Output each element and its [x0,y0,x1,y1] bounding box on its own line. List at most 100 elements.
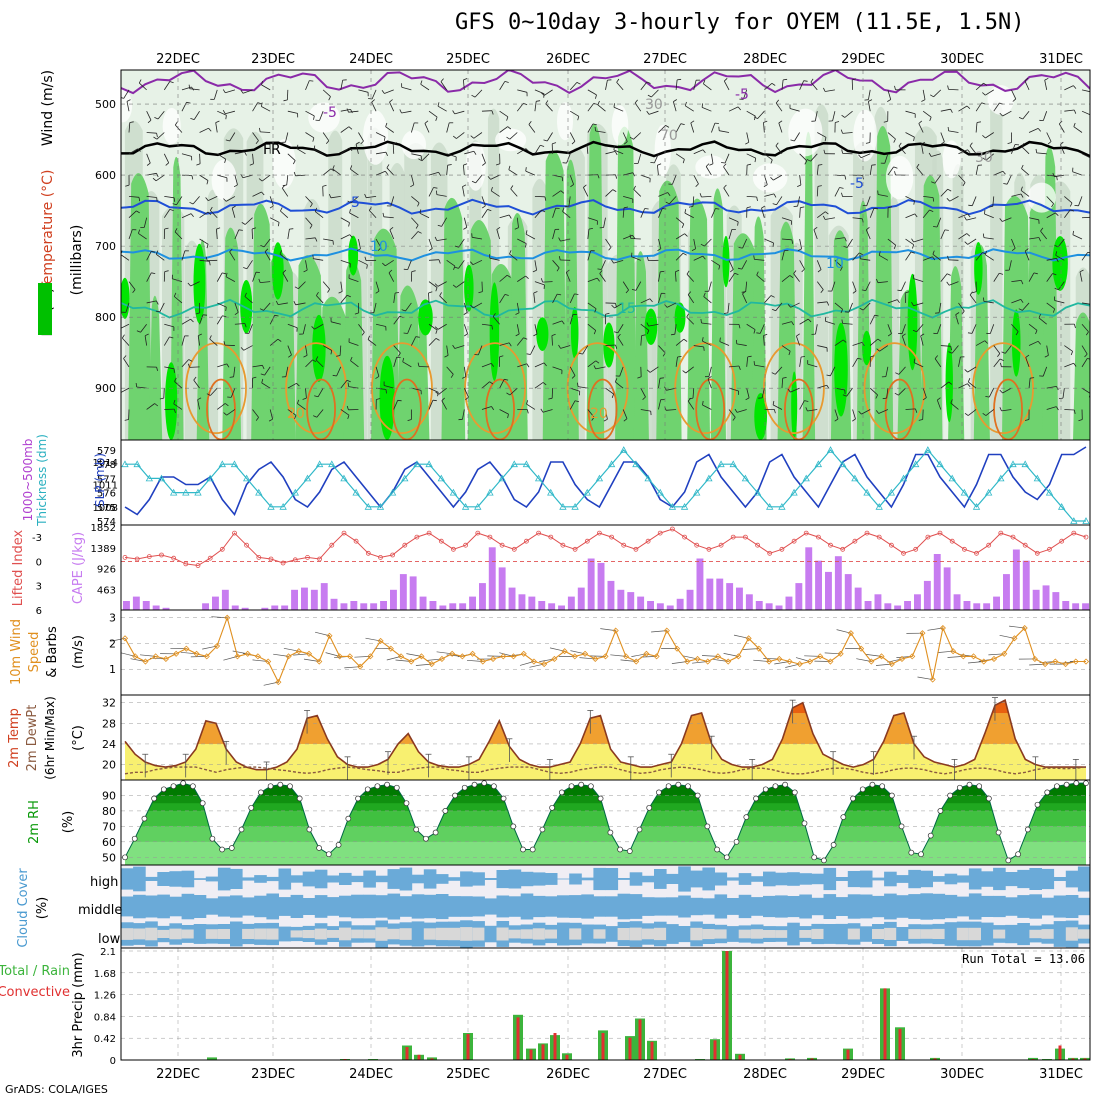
wind-barb [472,259,483,266]
wind-marker [530,658,538,665]
wind-barb-flag [292,160,296,165]
wind-barb-flag [1055,251,1058,256]
page-title: GFS 0~10day 3-hourly for OYEM (11.5E, 1.… [455,10,1025,35]
wind-barb [1054,174,1065,178]
wind-barb-flag [206,393,211,396]
rh-marker [471,781,478,788]
wind-barb [583,187,589,197]
wind-barb [146,196,157,198]
rh-marker [578,781,585,788]
wind-barb [499,342,510,346]
wind-barb-flag [577,382,579,387]
wind-barb [410,122,415,133]
wind-barb-flag [737,267,742,270]
contour-label: 30 [975,150,993,166]
rh-green-plume [251,203,273,440]
thickness-marker [1045,488,1054,496]
wind-barb-flag [875,410,880,414]
wind-barb [640,335,642,346]
wind-barb [622,207,625,218]
wind-barb [666,409,677,411]
wind-barb [922,89,926,100]
cloud-bar [944,922,958,946]
wind-barb-flag [570,184,574,188]
wind-barb-flag [709,163,714,166]
cloud-bar [678,895,691,918]
wind-barb-flag [921,99,926,102]
top-date-label: 28DEC [743,52,787,67]
wind-marker [858,645,865,652]
rh-bright-cell [791,371,798,440]
rh-marker [248,804,255,811]
top-date-label: 24DEC [349,52,393,67]
wind-barb-flag [463,227,468,230]
wind-barb-flag [940,141,945,145]
cape-bar [953,594,961,610]
wind-barb [1079,271,1083,282]
thickness-tick: 579 [97,446,116,457]
wind-barb [898,366,906,375]
wind-barb [842,323,853,325]
wind-barb [534,101,537,112]
cloud-bar [896,927,909,941]
wind-barb [517,89,528,93]
wind-barb [878,194,888,197]
wind-barb-flag [424,120,429,124]
wind-barb-flag [807,318,812,323]
wind-barb [517,238,527,244]
wind-barb [1059,144,1065,154]
li-marker [755,542,760,548]
wind-barb [229,132,236,142]
wind-barb-flag [686,270,690,275]
rh-green-plume [128,173,152,440]
precip-convective-bar [898,1028,902,1060]
wind-barb [640,298,651,304]
wind-barb-flag [258,178,263,182]
wind-barb [711,208,716,218]
wind-barb [605,151,616,155]
wind-barb-flag [800,206,805,209]
wind-barb [728,217,739,223]
li-marker [828,542,833,548]
wind-barb-flag [233,184,238,188]
precip-convective-bar [650,1041,654,1060]
wind-barb [376,151,386,155]
wind-barb-flag [350,356,353,361]
wind-barb-flag [915,408,918,413]
wind-barb-flag [397,352,401,357]
rh-marker [850,795,856,802]
wind-barb-flag [471,180,476,184]
wind-barb [181,213,192,219]
cloud-bar [726,926,740,942]
wind10-unit-label: (m/s) [71,635,86,669]
wind-barb-flag [577,116,580,121]
wind-barb [916,323,924,333]
wind-barb-flag [1052,273,1057,276]
rh-marker [607,829,614,836]
thickness-marker [656,488,664,496]
wind-barb-flag [1073,85,1077,89]
wind-barb-flag [303,269,308,273]
cloud-bar [738,873,752,885]
wind-barb [489,257,500,261]
li-marker [864,530,870,536]
cape-bar [647,601,654,610]
wind-marker [193,650,200,657]
wind-barb [305,80,310,91]
wind-barb-flag [835,121,840,123]
wind-marker [827,658,834,665]
wind-barb-flag [702,149,706,154]
cloud-bar [884,871,897,887]
wind-barb-flag [813,226,818,230]
li-marker [280,560,286,566]
wind-barb [128,229,133,240]
wind-barb [595,130,606,133]
wind-barb-flag [558,344,561,349]
wind-barb [687,294,695,304]
wind-barb-flag [773,193,777,198]
wind-barb-flag [313,145,316,150]
wind-barb-flag [702,400,704,406]
wind-marker [847,630,854,637]
wind-barb [605,80,608,90]
cloud-bar [266,876,279,882]
